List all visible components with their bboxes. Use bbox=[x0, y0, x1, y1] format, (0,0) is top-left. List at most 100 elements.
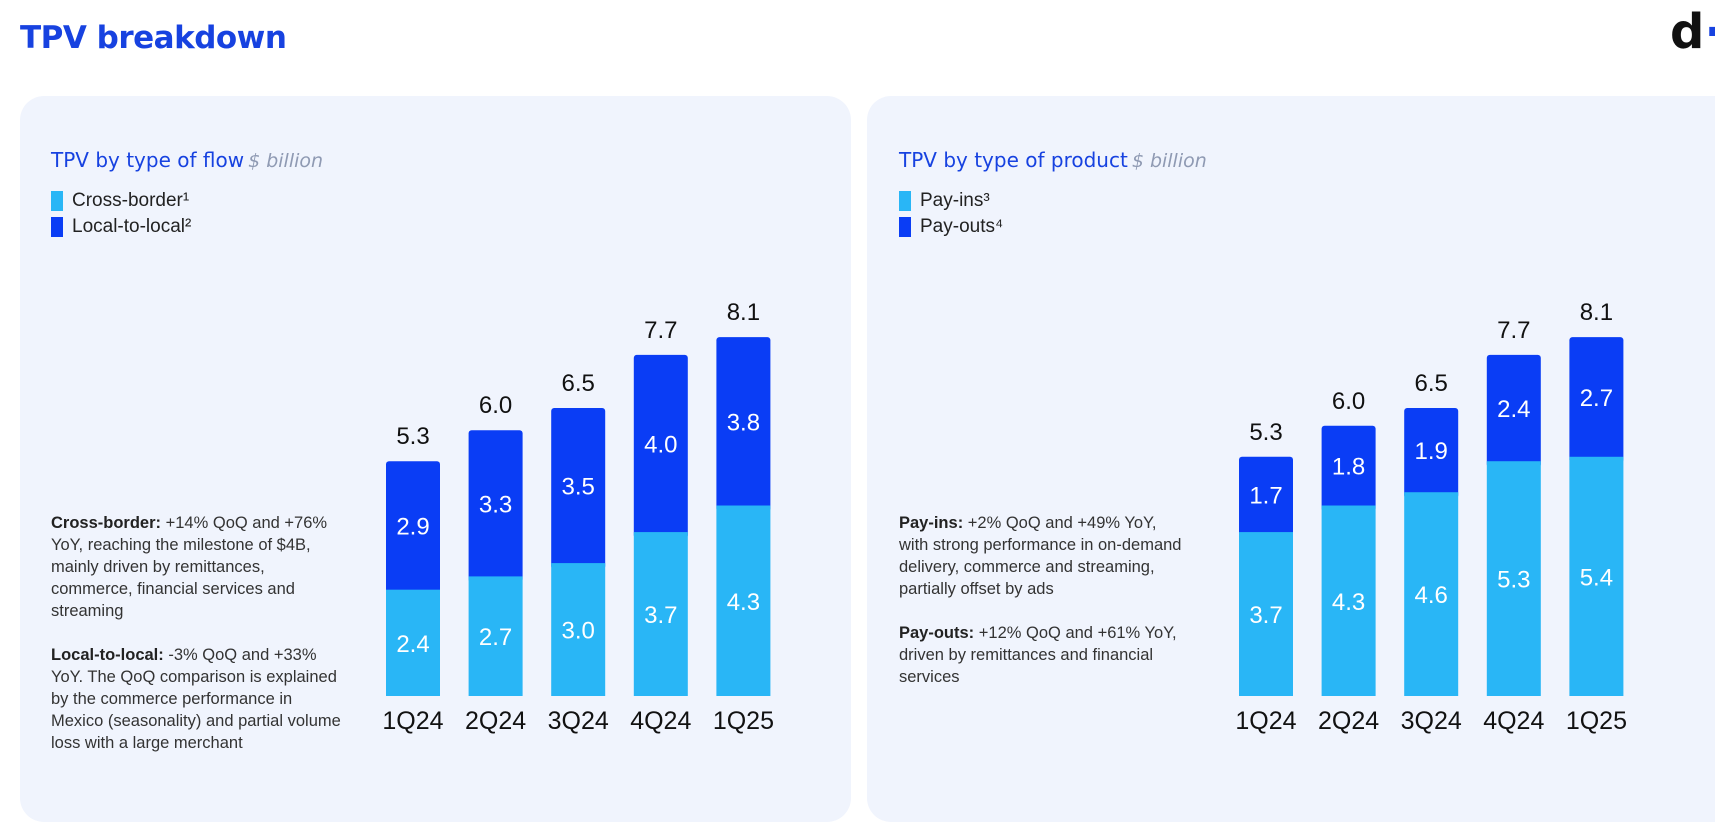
total-label: 6.5 bbox=[1415, 370, 1448, 397]
total-label: 6.0 bbox=[479, 392, 512, 419]
data-label: 1.7 bbox=[1249, 482, 1282, 509]
commentary-pay-outs: Pay-outs: +12% QoQ and +61% YoY, driven … bbox=[899, 622, 1189, 688]
legend-swatch bbox=[899, 191, 911, 211]
x-tick-label: 4Q24 bbox=[1483, 707, 1544, 735]
commentary-cross-border: Cross-border: +14% QoQ and +76% YoY, rea… bbox=[51, 512, 341, 622]
bar-segment-crossborder-3q24 bbox=[551, 563, 606, 696]
data-label: 4.3 bbox=[1332, 589, 1365, 616]
data-label: 2.7 bbox=[1580, 385, 1613, 412]
logo-letter: d bbox=[1670, 4, 1705, 60]
x-tick-label: 1Q25 bbox=[1566, 707, 1627, 735]
commentary-text: +14% QoQ and +76% YoY, reaching the mile… bbox=[51, 514, 328, 620]
commentary-heading: Pay-ins: bbox=[899, 514, 964, 532]
legend-label: Pay-outs⁴ bbox=[920, 216, 1004, 237]
product-title-text: TPV by type of product bbox=[899, 148, 1128, 172]
bar-segment-crossborder-1q25 bbox=[716, 505, 771, 696]
flow-title-text: TPV by type of flow bbox=[51, 148, 245, 172]
legend-item-pay-ins: Pay-ins³ bbox=[899, 188, 1003, 214]
bar-segment-payouts-4q24 bbox=[1486, 354, 1541, 468]
bar-segment-payins-1q24 bbox=[1239, 532, 1293, 696]
flow-bar-chart: 2.4 2.9 5.3 1Q24 2.7 3.3 6.0 2Q24 3.0 3.5 6.5 3Q24 3… bbox=[382, 299, 774, 735]
bar-segment-localtolocal-4q24 bbox=[633, 354, 688, 539]
bar-segment-payins-2q24 bbox=[1321, 505, 1376, 696]
x-tick-label: 2Q24 bbox=[465, 707, 526, 735]
logo-dot: · bbox=[1704, 4, 1715, 60]
commentary-text: +2% QoQ and +49% YoY, with strong perfor… bbox=[899, 514, 1182, 598]
data-label: 4.3 bbox=[727, 589, 760, 616]
data-label: 3.3 bbox=[479, 491, 512, 518]
bar-segment-payouts-1q24 bbox=[1239, 456, 1293, 539]
x-tick-label: 3Q24 bbox=[548, 707, 609, 735]
commentary-heading: Cross-border: bbox=[51, 514, 162, 532]
product-unit: $ billion bbox=[1131, 150, 1207, 172]
x-tick-label: 1Q24 bbox=[1235, 707, 1296, 735]
bar-segment-payins-1q25 bbox=[1569, 456, 1624, 696]
bar-segment-payins-4q24 bbox=[1486, 461, 1541, 696]
total-label: 5.3 bbox=[1249, 419, 1282, 446]
product-bar-chart: 3.7 1.7 5.3 1Q24 4.3 1.8 6.0 2Q24 4.6 1.9 6.5 3Q24 5… bbox=[1235, 299, 1627, 735]
flow-legend: Cross-border¹ Local-to-local² bbox=[51, 188, 191, 240]
flow-panel: TPV by type of flow $ billion Cross-borde… bbox=[20, 96, 851, 822]
bar-segment-localtolocal-3q24 bbox=[551, 408, 606, 570]
data-label: 3.7 bbox=[644, 602, 677, 629]
data-label: 1.9 bbox=[1415, 438, 1448, 465]
legend-swatch bbox=[899, 217, 911, 237]
commentary-pay-ins: Pay-ins: +2% QoQ and +49% YoY, with stro… bbox=[899, 512, 1189, 600]
legend-label: Local-to-local² bbox=[72, 216, 192, 237]
data-label: 2.4 bbox=[1497, 396, 1530, 423]
commentary-heading: Pay-outs: bbox=[899, 624, 975, 642]
x-tick-label: 1Q25 bbox=[713, 707, 774, 735]
commentary-heading: Local-to-local: bbox=[51, 646, 164, 664]
data-label: 5.4 bbox=[1580, 564, 1613, 591]
bar-segment-crossborder-2q24 bbox=[468, 576, 523, 696]
data-label: 1.8 bbox=[1332, 454, 1365, 481]
x-tick-label: 3Q24 bbox=[1401, 707, 1462, 735]
bar-segment-payouts-1q25 bbox=[1569, 337, 1624, 463]
data-label: 4.6 bbox=[1415, 582, 1448, 609]
legend-label: Cross-border¹ bbox=[72, 190, 190, 211]
data-label: 3.5 bbox=[562, 474, 595, 501]
legend-item-local-to-local: Local-to-local² bbox=[51, 214, 191, 240]
brand-logo: d· bbox=[1670, 8, 1715, 56]
flow-chart-title: TPV by type of flow $ billion bbox=[51, 148, 323, 172]
legend-item-cross-border: Cross-border¹ bbox=[51, 188, 191, 214]
total-label: 8.1 bbox=[727, 299, 760, 326]
bar-segment-payouts-3q24 bbox=[1404, 408, 1459, 499]
page-title: TPV breakdown bbox=[20, 20, 287, 56]
data-label: 4.0 bbox=[644, 431, 677, 458]
total-label: 7.7 bbox=[644, 317, 677, 344]
legend-label: Pay-ins³ bbox=[920, 190, 990, 211]
product-commentary: Pay-ins: +2% QoQ and +49% YoY, with stro… bbox=[899, 512, 1189, 710]
data-label: 2.9 bbox=[396, 513, 429, 540]
data-label: 2.4 bbox=[396, 631, 429, 658]
x-tick-label: 2Q24 bbox=[1318, 707, 1379, 735]
legend-swatch bbox=[51, 191, 63, 211]
commentary-local-to-local: Local-to-local: -3% QoQ and +33% YoY. Th… bbox=[51, 644, 341, 754]
data-label: 3.0 bbox=[562, 618, 595, 645]
total-label: 6.5 bbox=[562, 370, 595, 397]
commentary-text: +12% QoQ and +61% YoY, driven by remitta… bbox=[899, 624, 1177, 686]
flow-unit: $ billion bbox=[248, 150, 324, 172]
product-panel: TPV by type of product $ billion Pay-ins³… bbox=[867, 96, 1715, 822]
total-label: 5.3 bbox=[396, 423, 429, 450]
total-label: 7.7 bbox=[1497, 317, 1530, 344]
bar-segment-localtolocal-1q24 bbox=[386, 461, 440, 596]
total-label: 6.0 bbox=[1332, 388, 1365, 415]
bar-segment-crossborder-4q24 bbox=[633, 532, 688, 696]
total-label: 8.1 bbox=[1580, 299, 1613, 326]
product-chart-title: TPV by type of product $ billion bbox=[899, 148, 1207, 172]
data-label: 3.7 bbox=[1249, 602, 1282, 629]
commentary-text: -3% QoQ and +33% YoY. The QoQ comparison… bbox=[51, 646, 341, 752]
bar-segment-payins-3q24 bbox=[1404, 492, 1459, 696]
bar-segment-crossborder-1q24 bbox=[386, 589, 440, 696]
data-label: 5.3 bbox=[1497, 567, 1530, 594]
bar-segment-payouts-2q24 bbox=[1321, 425, 1376, 512]
data-label: 2.7 bbox=[479, 624, 512, 651]
x-tick-label: 4Q24 bbox=[630, 707, 691, 735]
bar-segment-localtolocal-2q24 bbox=[468, 430, 523, 583]
legend-item-pay-outs: Pay-outs⁴ bbox=[899, 214, 1003, 240]
flow-commentary: Cross-border: +14% QoQ and +76% YoY, rea… bbox=[51, 512, 341, 776]
bar-segment-localtolocal-1q25 bbox=[716, 337, 771, 512]
product-legend: Pay-ins³ Pay-outs⁴ bbox=[899, 188, 1003, 240]
legend-swatch bbox=[51, 217, 63, 237]
